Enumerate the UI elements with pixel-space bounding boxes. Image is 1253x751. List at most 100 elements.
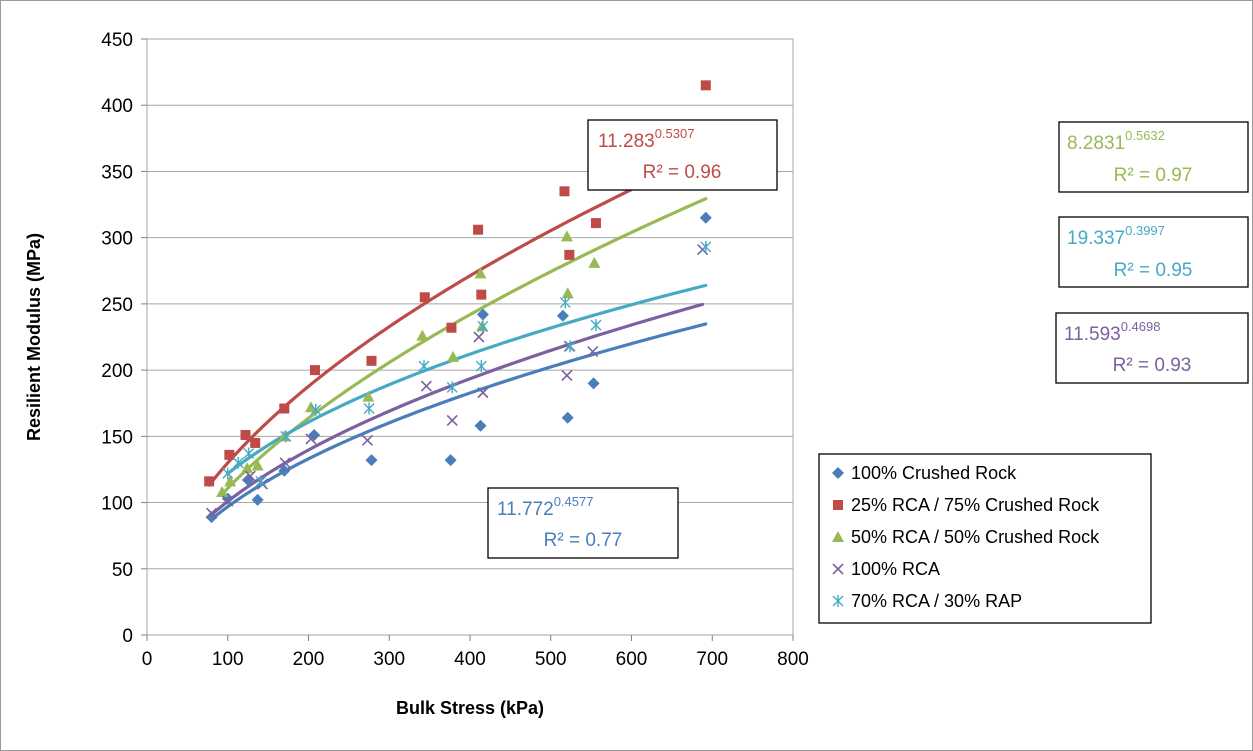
x-tick-label: 800 — [777, 649, 809, 670]
data-point — [477, 320, 489, 333]
legend-marker — [833, 500, 843, 510]
data-point — [280, 430, 292, 443]
y-tick-label: 0 — [122, 626, 133, 647]
r-squared-label: R² = 0.95 — [1114, 260, 1193, 281]
y-tick-label: 50 — [112, 560, 133, 581]
data-point — [446, 414, 458, 427]
data-point — [564, 249, 575, 260]
axis-ticks: 0 50 100 150 200 250 300 350 400 450 0 100 200 300 400… — [101, 30, 809, 670]
data-point — [473, 224, 484, 235]
data-point — [588, 256, 601, 268]
trendline — [226, 283, 708, 476]
r-squared-label: R² = 0.77 — [544, 530, 623, 551]
data-point — [255, 475, 267, 488]
data-point — [419, 292, 430, 303]
data-point — [474, 267, 487, 279]
y-tick-label: 450 — [101, 30, 133, 51]
x-tick-label: 400 — [454, 649, 486, 670]
x-tick-label: 100 — [212, 649, 244, 670]
data-point — [250, 437, 261, 448]
data-point — [416, 329, 429, 341]
data-point — [561, 287, 574, 299]
data-point — [559, 186, 570, 197]
data-point — [564, 340, 576, 353]
data-point — [363, 402, 375, 415]
data-point — [222, 495, 234, 507]
data-point — [420, 380, 432, 392]
equation-exponent: 0.5307 — [655, 126, 695, 141]
equation-box-rca-rap: 19.3370.3997 R² = 0.95 — [1058, 216, 1249, 288]
data-point — [418, 360, 430, 373]
data-point — [559, 296, 571, 309]
data-point — [590, 218, 601, 229]
data-point — [279, 457, 291, 469]
data-point — [204, 476, 215, 487]
data-point — [244, 470, 256, 482]
equation-box-100rca: 11.5930.4698 R² = 0.93 — [1055, 312, 1249, 384]
y-axis-title: Resilient Modulus (MPa) — [24, 233, 44, 441]
equation-coef: 11.772 — [497, 499, 554, 520]
legend-marker — [832, 467, 844, 479]
legend-marker — [832, 531, 844, 542]
trendline — [220, 197, 708, 496]
trendline — [210, 322, 708, 521]
data-point — [561, 369, 573, 381]
data-point — [251, 493, 264, 506]
data-point — [216, 485, 229, 497]
data-point — [699, 211, 712, 224]
trendlines — [207, 152, 708, 521]
x-tick-label: 500 — [535, 649, 567, 670]
r-squared-label: R² = 0.93 — [1113, 355, 1192, 376]
equation-box-crushed-rock: 11.7720.4577 R² = 0.77 — [487, 487, 679, 559]
data-point — [446, 381, 458, 394]
data-point — [590, 319, 602, 332]
equation-exponent: 0.5632 — [1125, 128, 1165, 143]
y-tick-label: 300 — [101, 229, 133, 250]
equation-exponent: 0.4577 — [554, 494, 594, 509]
r-squared-label: R² = 0.97 — [1114, 165, 1193, 186]
x-tick-label: 600 — [616, 649, 648, 670]
svg-text:8.28310.5632: 8.28310.5632 — [1067, 128, 1165, 154]
data-point — [362, 390, 375, 402]
data-point — [240, 430, 251, 441]
x-tick-label: 0 — [142, 649, 153, 670]
data-point — [309, 365, 320, 376]
trendline — [207, 152, 708, 487]
legend-marker — [832, 563, 844, 575]
data-point — [206, 507, 218, 519]
svg-text:11.5930.4698: 11.5930.4698 — [1064, 319, 1160, 345]
y-tick-label: 100 — [101, 494, 133, 515]
equation-coef: 11.593 — [1064, 324, 1121, 345]
x-tick-label: 300 — [373, 649, 405, 670]
data-points — [204, 80, 712, 524]
data-point — [444, 454, 457, 467]
legend-label: 70% RCA / 30% RAP — [851, 591, 1022, 611]
data-point — [304, 401, 317, 413]
data-point — [700, 80, 711, 91]
data-point — [560, 230, 573, 242]
legend-label: 100% Crushed Rock — [851, 463, 1017, 483]
data-point — [477, 387, 489, 399]
x-tick-label: 200 — [293, 649, 325, 670]
legend-label: 25% RCA / 75% Crushed Rock — [851, 495, 1100, 515]
svg-text:11.2830.5307: 11.2830.5307 — [598, 126, 694, 152]
data-point — [366, 355, 377, 366]
y-tick-label: 400 — [101, 96, 133, 117]
legend-label: 50% RCA / 50% Crushed Rock — [851, 527, 1100, 547]
equation-box-25rca: 11.2830.5307 R² = 0.96 — [587, 119, 778, 191]
data-point — [361, 434, 374, 446]
equation-coef: 11.283 — [598, 131, 655, 152]
data-point — [587, 377, 600, 390]
equation-coef: 8.2831 — [1067, 133, 1125, 154]
x-tick-label: 700 — [696, 649, 728, 670]
data-point — [256, 478, 269, 490]
data-point — [700, 240, 712, 253]
legend-label: 100% RCA — [851, 559, 940, 579]
data-point — [446, 322, 457, 333]
equation-exponent: 0.3997 — [1125, 223, 1165, 238]
data-point — [243, 447, 255, 460]
data-point — [305, 433, 317, 445]
data-point — [224, 475, 237, 487]
